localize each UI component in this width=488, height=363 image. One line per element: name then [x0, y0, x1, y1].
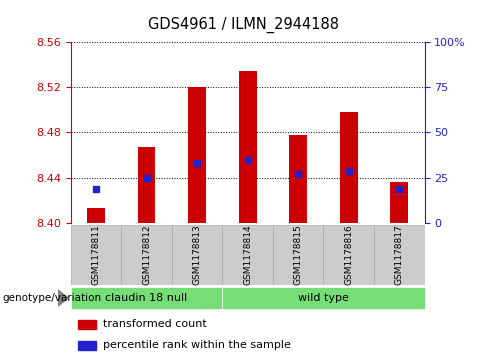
FancyBboxPatch shape — [122, 225, 172, 285]
Polygon shape — [58, 290, 68, 306]
FancyBboxPatch shape — [223, 287, 425, 309]
Text: claudin 18 null: claudin 18 null — [105, 293, 188, 303]
Bar — [87, 208, 105, 223]
Bar — [340, 112, 358, 223]
FancyBboxPatch shape — [324, 225, 374, 285]
FancyBboxPatch shape — [71, 287, 223, 309]
Text: GDS4961 / ILMN_2944188: GDS4961 / ILMN_2944188 — [148, 16, 340, 33]
FancyBboxPatch shape — [273, 225, 324, 285]
Text: GSM1178812: GSM1178812 — [142, 225, 151, 285]
Text: GSM1178813: GSM1178813 — [193, 225, 202, 285]
Text: GSM1178814: GSM1178814 — [243, 225, 252, 285]
Text: percentile rank within the sample: percentile rank within the sample — [102, 340, 290, 350]
Text: wild type: wild type — [298, 293, 349, 303]
Bar — [188, 87, 206, 223]
FancyBboxPatch shape — [374, 225, 425, 285]
FancyBboxPatch shape — [172, 225, 223, 285]
Text: genotype/variation: genotype/variation — [2, 293, 102, 303]
Text: transformed count: transformed count — [102, 319, 206, 330]
Bar — [78, 340, 96, 350]
Bar — [78, 320, 96, 329]
Bar — [138, 147, 155, 223]
Text: GSM1178815: GSM1178815 — [294, 225, 303, 285]
Bar — [289, 135, 307, 223]
Text: GSM1178811: GSM1178811 — [92, 225, 101, 285]
Bar — [239, 71, 257, 223]
Bar — [390, 183, 408, 223]
Text: GSM1178816: GSM1178816 — [344, 225, 353, 285]
Text: GSM1178817: GSM1178817 — [395, 225, 404, 285]
FancyBboxPatch shape — [71, 225, 122, 285]
FancyBboxPatch shape — [223, 225, 273, 285]
